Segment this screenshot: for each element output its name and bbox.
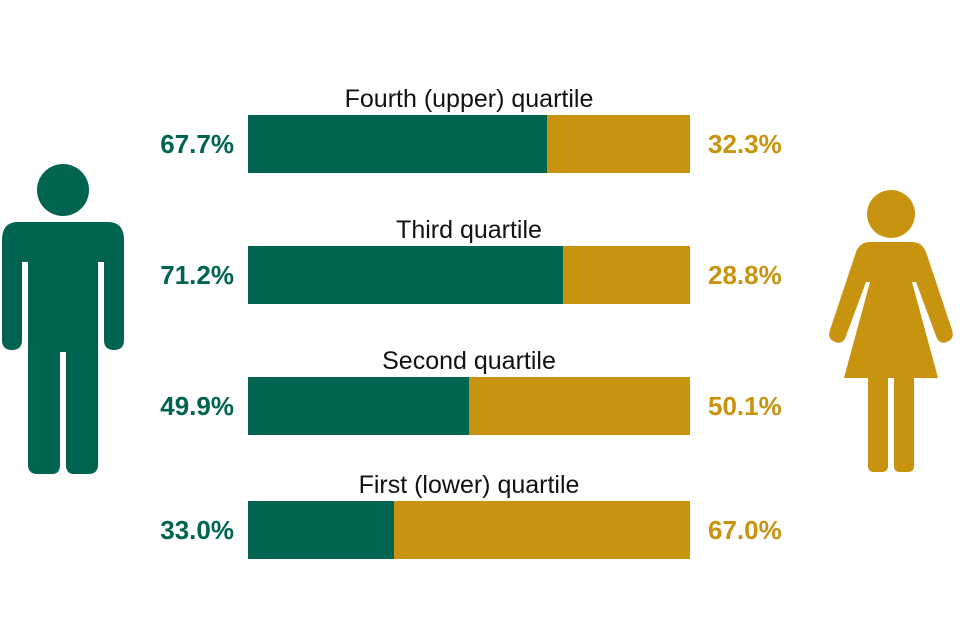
quartile-bar xyxy=(248,501,690,559)
male-bar-segment xyxy=(248,501,394,559)
male-percentage: 49.9% xyxy=(160,391,234,421)
female-bar-segment xyxy=(468,377,690,435)
female-percentage: 32.3% xyxy=(708,129,782,159)
quartile-label: Fourth (upper) quartile xyxy=(344,85,594,113)
quartile-bar xyxy=(248,246,690,304)
female-bar-segment xyxy=(547,115,690,173)
quartile-bar xyxy=(248,377,690,435)
female-percentage: 28.8% xyxy=(708,260,782,290)
female-bar-segment xyxy=(393,501,690,559)
male-bar-segment xyxy=(248,246,563,304)
female-bar-segment xyxy=(562,246,690,304)
female-percentage: 67.0% xyxy=(708,515,782,545)
female-percentage: 50.1% xyxy=(708,391,782,421)
male-percentage: 33.0% xyxy=(160,515,234,545)
male-bar-segment xyxy=(248,377,469,435)
male-percentage: 67.7% xyxy=(160,129,234,159)
man-icon xyxy=(0,160,126,480)
quartile-label: Second quartile xyxy=(382,347,556,375)
quartile-label: Third quartile xyxy=(396,216,542,244)
male-percentage: 71.2% xyxy=(160,260,234,290)
male-bar-segment xyxy=(248,115,548,173)
quartile-bar xyxy=(248,115,690,173)
woman-icon xyxy=(826,190,956,475)
quartile-label: First (lower) quartile xyxy=(358,471,580,499)
